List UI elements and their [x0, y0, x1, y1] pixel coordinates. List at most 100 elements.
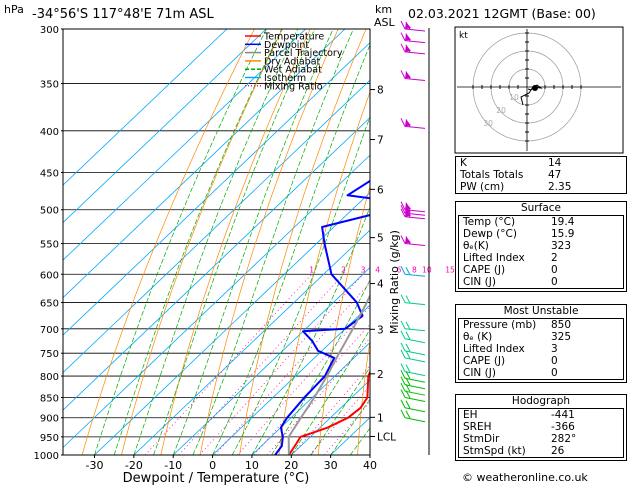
isotherm-line [63, 29, 267, 224]
mixing-ratio-line [323, 401, 370, 455]
wind-barb [400, 330, 426, 344]
isotherm-line [251, 341, 370, 455]
hodograph-unit-label: kt [459, 31, 468, 41]
most-unstable-title: Most Unstable [503, 305, 579, 317]
wind-barb-flag [405, 295, 411, 304]
pressure-tick-label: 650 [40, 299, 59, 310]
isotherm-line [94, 192, 370, 455]
wind-barb [400, 399, 426, 413]
surface-title: Surface [520, 202, 561, 214]
wind-barb-flag [400, 20, 406, 30]
wind-barb-flag [400, 382, 406, 392]
basic-indices-panel: K 14 Totals Totals 47 PW (cm) 2.35 [455, 156, 627, 194]
wind-barb-flag [405, 364, 411, 373]
wind-barb-flag [400, 330, 406, 339]
km-tick-label: 4 [377, 279, 384, 291]
mixing-ratio-label: 10 [422, 265, 432, 274]
wind-barb-flag [400, 43, 406, 53]
wind-barb-shaft [404, 302, 426, 306]
mixing-ratio-line [253, 323, 370, 455]
pressure-tick-label: 300 [40, 25, 59, 36]
stat-row: CIN (J) 0 [463, 276, 558, 288]
wind-barb-pennant [405, 119, 411, 127]
pressure-tick-label: 450 [40, 168, 59, 179]
surface-panel: Surface Temp (°C) 19.4 Dewp (°C) 15.9 θₑ(K… [455, 201, 627, 292]
wind-barb-pennant [405, 236, 411, 244]
wind-barb-flag [400, 363, 406, 372]
wind-barb-flag [400, 201, 406, 210]
wind-barb-flag [405, 331, 411, 340]
wind-barb [400, 32, 426, 44]
hodograph-title: Hodograph [511, 395, 571, 407]
km-unit-label: km [375, 3, 392, 16]
axes: 1234681015202530035040045050055060065070… [34, 25, 486, 472]
parcel-trajectory-series [287, 293, 370, 455]
temperature-tick-label: 0 [209, 459, 216, 472]
dry-adiabat-line [239, 29, 367, 455]
wind-barb-pennant [405, 71, 411, 79]
wind-barb-shaft [404, 125, 426, 129]
mixing-ratio-line [199, 274, 364, 455]
legend-label: Parcel Trajectory [264, 48, 343, 59]
wind-barb [400, 43, 426, 55]
wind-barb-flag [400, 376, 406, 386]
skewt-plot-area [63, 29, 370, 455]
wind-barb-pennant [405, 22, 411, 29]
isotherm-line [172, 267, 370, 455]
km-tick-label: 7 [377, 135, 384, 147]
stat-row: StmDir 282° [463, 433, 577, 445]
wind-barb [400, 349, 426, 363]
wind-barb-shaft [404, 357, 426, 363]
stat-row: Dewp (°C) 15.9 [463, 228, 575, 240]
legend-label: Wet Adiabat [264, 65, 322, 76]
wind-barb [400, 370, 426, 383]
asl-unit-label: ASL [374, 16, 396, 29]
copyright-footer: © weatheronline.co.uk [462, 471, 588, 484]
dry-adiabat-line [81, 29, 255, 455]
wind-barb-shaft [404, 397, 426, 402]
dry-adiabat-line [121, 29, 283, 455]
temperature-tick-label: 20 [284, 459, 298, 472]
hodograph-ring-label: 10 [509, 93, 519, 102]
mixing-ratio-label: 6 [396, 265, 401, 274]
stat-row: Totals Totals 47 [460, 169, 562, 181]
storm-motion-marker [532, 85, 538, 91]
wind-barb-shaft [404, 28, 426, 32]
hodograph-ring-label: 20 [496, 106, 506, 115]
wind-barb-flag [400, 235, 406, 244]
mixing-ratio-label: 15 [445, 265, 455, 274]
wind-barb-shaft [404, 407, 426, 413]
wind-barb [400, 320, 426, 332]
wind-barb-flag [405, 400, 411, 409]
wind-barb [400, 235, 426, 246]
wind-barb-shaft [404, 390, 426, 396]
wet-adiabat-line [310, 366, 370, 455]
stat-row: θₑ (K) 325 [463, 331, 572, 343]
km-tick-label: 3 [377, 324, 384, 336]
temperature-tick-label: 30 [324, 459, 338, 472]
stat-row: Pressure (mb) 850 [463, 319, 572, 331]
pressure-tick-label: 1000 [34, 451, 59, 462]
pressure-tick-label: 550 [40, 239, 59, 250]
dry-adiabat-line [317, 185, 370, 455]
stat-row: CIN (J) 0 [463, 367, 558, 379]
isotherm-line [63, 29, 306, 261]
wind-barb [400, 118, 426, 129]
wind-barb-flag [400, 266, 406, 275]
mixing-ratio-label: 3 [361, 265, 366, 274]
mixing-ratio-line [266, 337, 370, 455]
wind-barb-shaft [404, 384, 426, 390]
wind-barb-flag [405, 390, 411, 399]
stat-row: Lifted Index 2 [463, 252, 558, 264]
stat-row: StmSpd (kt) 26 [463, 445, 565, 457]
mixing-ratio-label: 2 [341, 265, 346, 274]
wind-barb-shaft [404, 371, 426, 377]
wind-barb-shaft [404, 51, 426, 55]
wind-barb [400, 20, 426, 32]
wet-adiabat-line [231, 115, 370, 455]
wind-barb-shaft [404, 40, 426, 44]
plot-frame [62, 28, 371, 456]
wind-barb-flag [400, 205, 406, 214]
